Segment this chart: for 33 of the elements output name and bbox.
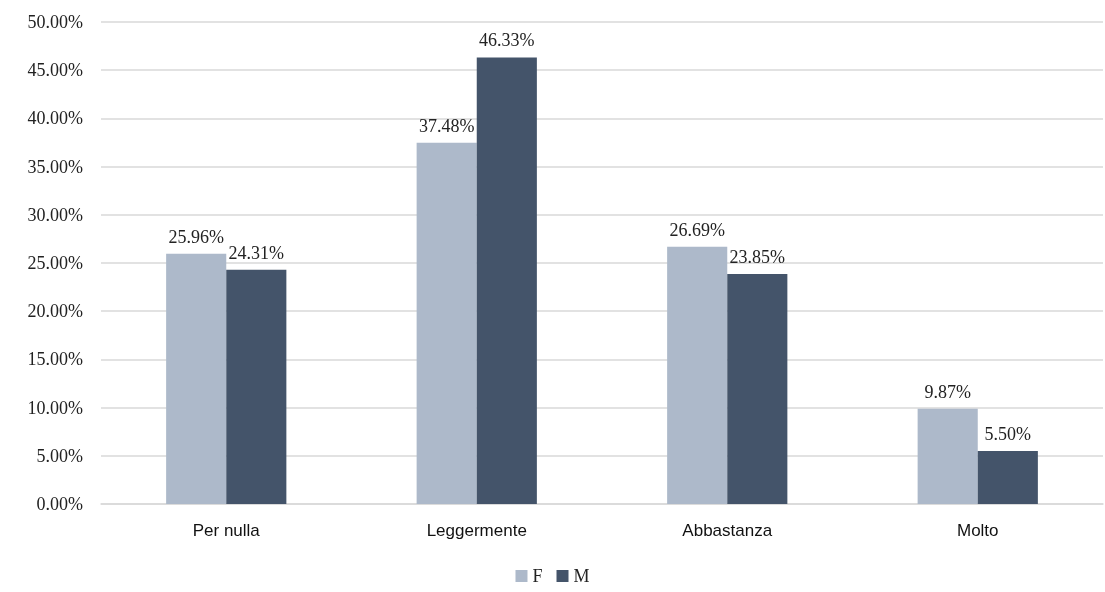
data-label: 37.48%: [418, 115, 475, 136]
y-tick-label: 35.00%: [27, 156, 83, 177]
bar: [476, 57, 537, 504]
bar: [226, 269, 287, 504]
legend-label: M: [573, 566, 590, 586]
y-tick-label: 20.00%: [27, 301, 83, 322]
y-tick-label: 45.00%: [27, 60, 83, 81]
data-label: 23.85%: [729, 247, 786, 268]
y-tick-label: 30.00%: [27, 204, 83, 225]
bar: [727, 274, 788, 504]
legend-label: F: [532, 566, 543, 586]
y-tick-label: 25.00%: [27, 253, 83, 273]
x-tick-label: Molto: [956, 521, 999, 540]
bar: [977, 450, 1038, 504]
data-label: 46.33%: [479, 30, 535, 51]
data-label: 9.87%: [924, 381, 971, 402]
y-tick-label: 40.00%: [27, 108, 83, 129]
x-tick-label: Abbastanza: [682, 521, 773, 540]
x-tick-label: Per nulla: [192, 521, 261, 540]
bar: [166, 253, 227, 504]
y-tick-label: 0.00%: [36, 494, 83, 514]
x-tick-label: Leggermente: [426, 521, 527, 540]
data-label: 24.31%: [228, 242, 285, 263]
data-label: 5.50%: [984, 423, 1032, 444]
bar: [917, 408, 978, 504]
bar: [416, 142, 477, 504]
y-tick-label: 5.00%: [36, 445, 83, 466]
data-label: 25.96%: [168, 226, 224, 247]
data-label: 26.69%: [669, 219, 725, 240]
bar: [667, 246, 728, 504]
y-tick-label: 15.00%: [27, 349, 83, 370]
y-tick-label: 10.00%: [27, 397, 83, 418]
y-tick-label: 50.00%: [27, 12, 83, 32]
